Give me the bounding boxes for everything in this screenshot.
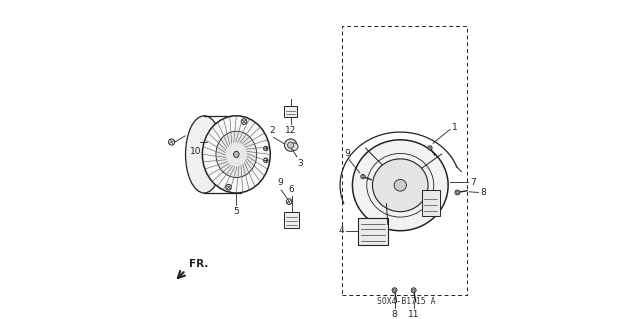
Ellipse shape (186, 116, 223, 193)
Ellipse shape (394, 179, 406, 191)
Ellipse shape (202, 116, 270, 193)
Bar (358, 218, 388, 245)
Text: 5: 5 (234, 207, 239, 216)
Circle shape (392, 288, 397, 293)
Ellipse shape (216, 131, 257, 178)
Ellipse shape (353, 140, 448, 231)
Circle shape (455, 190, 460, 195)
Circle shape (285, 139, 297, 151)
Bar (284, 211, 300, 228)
Text: 2: 2 (269, 126, 275, 135)
Text: 6: 6 (289, 185, 294, 194)
Text: FR.: FR. (189, 259, 208, 269)
Text: 4: 4 (339, 226, 344, 235)
Text: 12: 12 (285, 126, 296, 135)
Ellipse shape (372, 159, 428, 212)
Circle shape (361, 174, 365, 179)
Text: 7: 7 (470, 178, 476, 187)
Text: 8: 8 (481, 188, 486, 197)
Bar (342, 26, 467, 295)
Bar (422, 189, 440, 216)
Bar (284, 106, 298, 117)
Text: 1: 1 (452, 123, 458, 132)
Text: 8: 8 (392, 310, 397, 319)
Text: 10: 10 (189, 147, 201, 156)
Circle shape (412, 288, 416, 293)
Text: 11: 11 (408, 310, 419, 319)
Text: 9: 9 (344, 149, 350, 158)
Text: 9: 9 (277, 178, 283, 187)
Text: SOX4-B1715 A: SOX4-B1715 A (377, 297, 436, 306)
Circle shape (287, 142, 294, 148)
Circle shape (291, 143, 298, 150)
Ellipse shape (234, 151, 239, 158)
Text: 3: 3 (298, 159, 303, 168)
Circle shape (428, 146, 432, 150)
